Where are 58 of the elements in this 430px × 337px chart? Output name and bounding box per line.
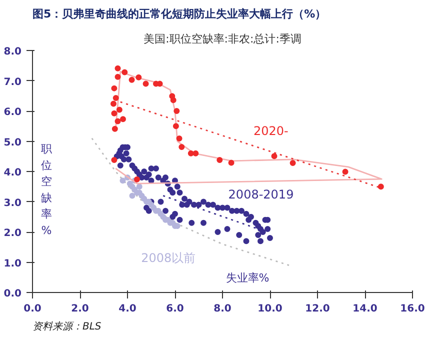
series-label: 2008-2019 — [228, 188, 294, 202]
point — [378, 184, 384, 190]
point — [114, 65, 121, 72]
text: 资料来源：BLS — [32, 320, 102, 332]
point — [111, 157, 118, 163]
y-tick-label: 7.0 — [4, 76, 22, 88]
point — [114, 74, 121, 80]
y-tick-label: 3.0 — [4, 198, 22, 209]
point — [111, 85, 118, 92]
point — [172, 123, 179, 130]
y-tick-label: 5.0 — [4, 137, 22, 148]
x-tick-label: 14.0 — [352, 304, 378, 314]
chart-subtitle: 美国:职位空缺率:非农:总计:季调 — [144, 32, 302, 46]
point — [112, 94, 119, 101]
x-tick-label: 8.0 — [214, 304, 232, 314]
x-tick-label: 2.0 — [71, 304, 89, 314]
x-tick-label: 0.0 — [24, 304, 42, 314]
y-tick-label: 4.0 — [4, 168, 22, 178]
point — [216, 157, 223, 163]
x-axis-title: 失业率% — [226, 272, 270, 284]
point — [192, 150, 199, 156]
x-tick-label: 4.0 — [118, 304, 136, 314]
point — [120, 178, 126, 184]
point — [112, 126, 118, 132]
point — [342, 168, 348, 175]
point — [111, 110, 118, 116]
point — [188, 150, 194, 156]
series-label: 2020- — [253, 124, 288, 138]
x-tick-label: 16.0 — [400, 304, 425, 314]
text: 2008以前 — [141, 250, 196, 265]
y-axis-title: 职位空缺率% — [41, 142, 52, 237]
point — [228, 160, 234, 166]
point — [169, 93, 176, 100]
point — [114, 118, 121, 124]
point — [136, 184, 142, 190]
point — [136, 74, 142, 80]
x-tick-label: 6.0 — [166, 304, 184, 314]
point — [120, 116, 126, 122]
point — [178, 144, 185, 150]
point — [271, 153, 278, 160]
point — [142, 80, 149, 87]
y-tick-label: 1.0 — [4, 258, 22, 270]
point — [290, 160, 296, 166]
y-tick-label: 0.0 — [4, 288, 22, 300]
y-tick-label: 8.0 — [4, 46, 22, 58]
point — [134, 176, 140, 182]
y-tick-label: 2.0 — [4, 228, 22, 239]
point — [110, 100, 116, 107]
x-tick-label: 10.0 — [258, 304, 282, 314]
point — [174, 108, 180, 114]
y-tick-label: 6.0 — [4, 107, 22, 118]
x-tick-label: 12.0 — [305, 304, 330, 314]
point — [176, 136, 182, 142]
point — [129, 192, 136, 199]
point — [116, 106, 122, 113]
point — [122, 69, 128, 76]
point — [128, 76, 135, 83]
chart-title: 图5：贝弗里奇曲线的正常化短期防止失业率大幅上行（%） — [32, 8, 326, 20]
